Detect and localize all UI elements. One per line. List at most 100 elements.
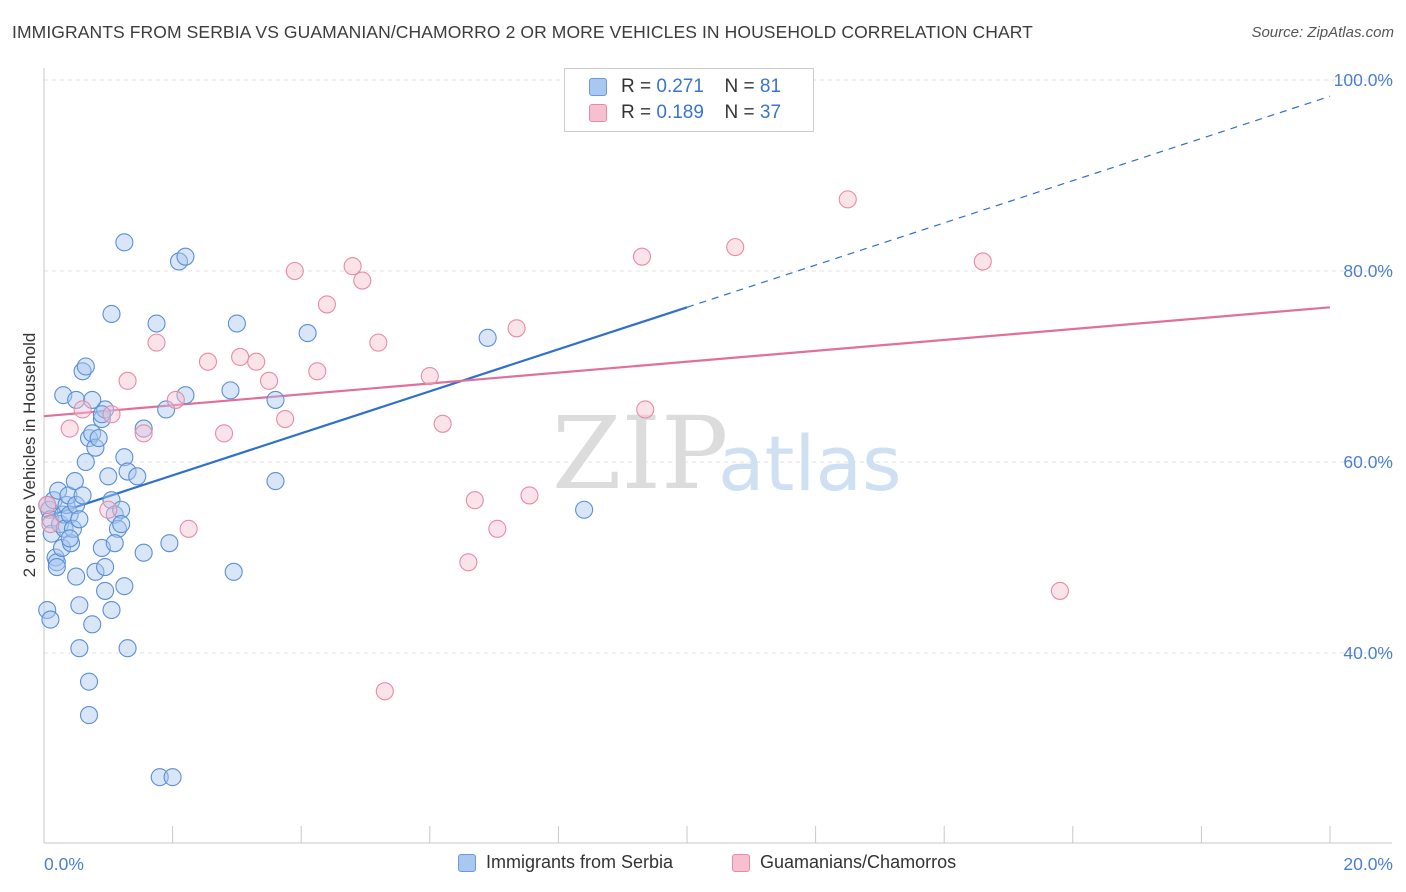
data-point-guamanian [1050, 581, 1069, 600]
data-point-serbia [160, 534, 179, 553]
data-point-guamanian [375, 682, 394, 701]
bottom-legend-label-guamanian: Guamanians/Chamorros [760, 852, 957, 872]
data-point-guamanian [308, 362, 327, 381]
axes [43, 68, 1392, 844]
legend-n-value: 81 [759, 76, 782, 97]
data-point-serbia [63, 519, 82, 538]
legend-r-label: R = [621, 76, 652, 97]
data-point-guamanian [726, 238, 745, 257]
data-point-serbia [157, 400, 176, 419]
data-point-serbia [115, 448, 134, 467]
data-point-serbia [70, 596, 89, 615]
data-point-serbia [134, 419, 153, 438]
data-point-serbia [221, 381, 240, 400]
data-point-guamanian [636, 400, 655, 419]
data-point-guamanian [343, 257, 362, 276]
data-point-guamanian [134, 424, 153, 443]
trend-lines [43, 95, 1331, 519]
data-point-guamanian [488, 519, 507, 538]
data-point-serbia [60, 529, 79, 548]
data-point-guamanian [247, 352, 266, 371]
data-point-guamanian [38, 495, 57, 515]
data-point-guamanian [179, 519, 198, 538]
data-point-serbia [108, 519, 127, 538]
legend-r-value: 0.189 [656, 102, 704, 123]
data-point-guamanian [507, 319, 526, 338]
data-point-guamanian [433, 414, 452, 433]
data-point-guamanian [73, 400, 92, 419]
data-point-serbia [478, 328, 497, 347]
data-point-serbia [70, 639, 89, 658]
data-point-serbia [67, 567, 86, 586]
data-point-serbia [115, 577, 134, 596]
data-point-guamanian [459, 553, 478, 572]
y-tick-label: 60.0% [1343, 452, 1393, 472]
data-point-guamanian [102, 405, 121, 424]
data-point-serbia [298, 324, 317, 343]
data-point-serbia [83, 615, 102, 634]
legend-swatch-guamanian [589, 104, 607, 122]
watermark-atlas: atlas [718, 419, 902, 508]
y-tick-label: 100.0% [1334, 70, 1393, 90]
tick-labels: 40.0% 60.0% 80.0% 100.0% 0.0% 20.0% [44, 70, 1393, 874]
data-point-serbia [49, 481, 68, 500]
chart-title: IMMIGRANTS FROM SERBIA VS GUAMANIAN/CHAM… [12, 22, 1033, 42]
data-point-serbia [67, 390, 86, 409]
data-point-serbia [102, 304, 121, 324]
data-point-serbia [38, 600, 57, 620]
data-point-guamanian [60, 419, 79, 438]
data-point-serbia [79, 429, 99, 448]
data-point-guamanian [465, 491, 484, 510]
bottom-legend-swatch-serbia [458, 853, 476, 872]
data-point-serbia [105, 534, 124, 553]
y-tick-label: 40.0% [1343, 643, 1393, 663]
data-point-serbia [575, 500, 594, 519]
data-point-serbia [73, 362, 92, 381]
data-point-guamanian [259, 371, 279, 390]
data-point-serbia [86, 438, 105, 457]
data-point-serbia [52, 538, 72, 558]
data-point-guamanian [41, 515, 60, 534]
data-point-serbia [134, 543, 153, 562]
data-point-guamanian [214, 424, 234, 443]
legend-n-label: N = [724, 102, 755, 123]
data-point-serbia [176, 247, 195, 266]
trend-line-guamanian [43, 306, 1331, 418]
data-point-serbia [118, 462, 137, 481]
trend-line-serbia [43, 306, 688, 519]
data-point-guamanian [285, 261, 304, 281]
data-point-guamanian [973, 252, 992, 271]
data-point-serbia [150, 768, 169, 787]
legend-r-label: R = [621, 102, 652, 123]
data-point-guamanian [838, 190, 857, 209]
data-point-serbia [47, 557, 66, 577]
y-tick-label: 80.0% [1343, 261, 1393, 281]
gridlines [44, 79, 1392, 654]
watermark: ZIP atlas [552, 395, 902, 512]
bottom-legend-swatch-guamanian [732, 853, 750, 872]
bottom-legend-serbia: Immigrants from Serbia [458, 852, 673, 873]
data-point-serbia [118, 639, 137, 658]
data-point-serbia [89, 429, 108, 448]
data-point-serbia [102, 600, 121, 620]
data-point-serbia [147, 314, 166, 333]
data-point-serbia [266, 390, 285, 409]
data-point-guamanian [353, 271, 372, 290]
data-point-guamanian [632, 247, 652, 266]
legend-n-value: 37 [759, 102, 782, 123]
data-point-serbia [99, 467, 118, 486]
bottom-legend-guamanian: Guamanians/Chamorros [732, 852, 956, 873]
x-tick-label: 0.0% [44, 854, 84, 874]
data-point-serbia [128, 467, 147, 486]
data-point-guamanian [520, 486, 539, 505]
data-points [38, 190, 1069, 787]
data-point-serbia [227, 314, 246, 333]
legend-row-guamanian: R = 0.189 N = 37 [589, 100, 781, 126]
data-point-serbia [79, 672, 99, 691]
correlation-legend: R = 0.271 N = 81 R = 0.189 N = 37 [564, 68, 814, 132]
data-point-serbia [266, 472, 285, 491]
trend-line-extension-serbia [686, 95, 1331, 308]
data-point-guamanian [420, 366, 439, 386]
data-point-serbia [79, 706, 99, 725]
data-point-serbia [73, 486, 92, 505]
